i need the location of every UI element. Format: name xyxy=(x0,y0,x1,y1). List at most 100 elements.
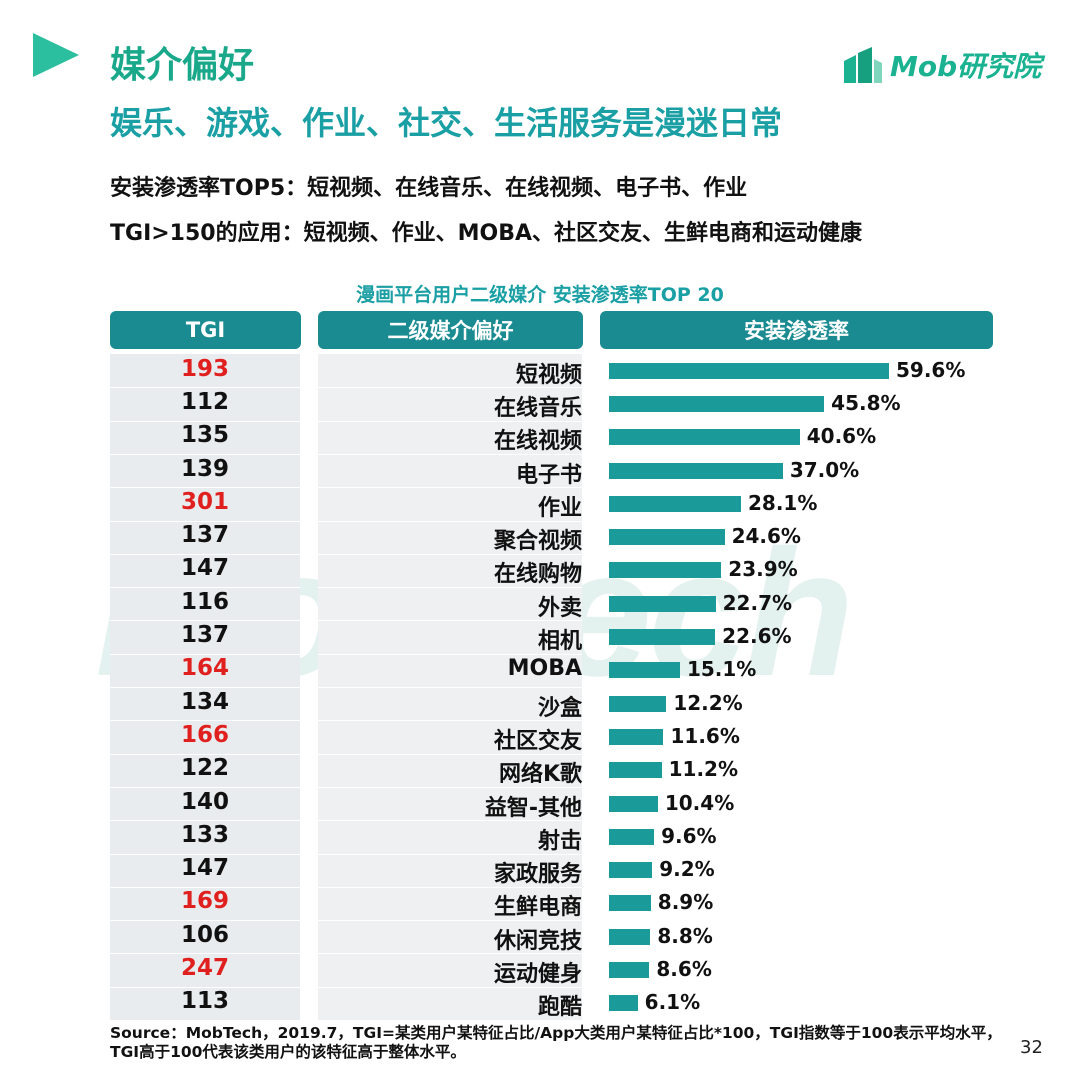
bar xyxy=(609,462,783,479)
category-label: 生鲜电商 xyxy=(493,895,582,921)
category-label: 作业 xyxy=(537,495,582,521)
page-title: 媒介偏好 xyxy=(110,45,255,86)
value-header: 安装渗透率 xyxy=(600,311,993,349)
value-label: 8.6% xyxy=(656,957,712,982)
tgi-value: 113 xyxy=(180,988,229,1015)
value-label: 24.6% xyxy=(731,524,801,549)
bar xyxy=(609,995,638,1012)
value-label: 45.8% xyxy=(831,390,901,415)
row-separator xyxy=(318,853,582,855)
category-label: MOBA xyxy=(507,656,582,682)
row-separator xyxy=(110,886,300,888)
row-separator xyxy=(110,387,300,389)
row-separator xyxy=(318,920,582,922)
row-separator xyxy=(318,553,582,555)
category-label: 沙盒 xyxy=(537,695,582,721)
category-label: 射击 xyxy=(537,828,582,854)
row-separator xyxy=(318,687,582,688)
category-label: 家政服务 xyxy=(493,862,582,888)
tgi-value: 137 xyxy=(180,522,229,549)
value-label: 37.0% xyxy=(789,457,860,482)
row-separator xyxy=(318,487,582,489)
row-separator xyxy=(110,420,300,422)
category-label: 社区交友 xyxy=(493,728,582,754)
bar xyxy=(609,728,664,745)
play-icon xyxy=(33,33,79,77)
row-separator xyxy=(110,587,300,589)
row-separator xyxy=(110,687,300,688)
tgi-value: 139 xyxy=(180,455,229,482)
value-label: 15.1% xyxy=(686,657,757,682)
bar xyxy=(609,362,889,379)
row-separator xyxy=(110,920,300,922)
row-separator xyxy=(110,953,300,955)
row-separator xyxy=(318,753,582,755)
category-label: 外卖 xyxy=(537,595,582,621)
row-separator xyxy=(318,387,582,389)
row-separator xyxy=(318,653,582,655)
row-separator xyxy=(318,720,582,722)
chart-title: 漫画平台用户二级媒介 安装渗透率TOP 20 xyxy=(356,284,724,306)
row-separator xyxy=(318,953,582,955)
bar xyxy=(609,429,800,446)
row-separator xyxy=(110,820,300,822)
value-label: 28.1% xyxy=(748,490,818,515)
value-label: 9.6% xyxy=(661,823,717,848)
tgi-value: 112 xyxy=(180,388,229,415)
row-separator xyxy=(110,653,300,655)
bar xyxy=(609,562,722,579)
logo-text: Mob研究院 xyxy=(890,50,1042,83)
value-label: 12.2% xyxy=(673,690,743,715)
row-separator xyxy=(110,453,300,455)
page-subtitle: 娱乐、游戏、作业、社交、生活服务是漫迷日常 xyxy=(110,104,783,142)
category-label: 运动健身 xyxy=(493,962,582,988)
category-label: 电子书 xyxy=(515,462,582,488)
logo-icon xyxy=(844,47,882,83)
tgi-header: TGI xyxy=(110,311,301,349)
tgi-value: 247 xyxy=(180,955,229,982)
row-separator xyxy=(318,820,582,822)
bar xyxy=(609,595,716,612)
tgi-value: 106 xyxy=(180,921,229,948)
summary-line-tgi: TGI>150的应用：短视频、作业、MOBA、社区交友、生鲜电商和运动健康 xyxy=(110,221,862,246)
category-label: 在线视频 xyxy=(493,429,582,455)
tgi-value: 135 xyxy=(180,422,229,449)
row-separator xyxy=(110,720,300,722)
row-separator xyxy=(318,986,582,988)
value-label: 22.7% xyxy=(722,590,793,615)
row-separator xyxy=(110,620,300,622)
row-separator xyxy=(318,587,582,589)
category-column-bg xyxy=(318,354,582,1020)
value-label: 8.9% xyxy=(657,890,714,915)
value-label: 40.6% xyxy=(806,424,877,449)
category-label: 在线音乐 xyxy=(493,395,582,421)
bar xyxy=(609,529,725,546)
category-header: 二级媒介偏好 xyxy=(318,311,583,349)
bar xyxy=(609,828,655,845)
tgi-value: 166 xyxy=(180,721,229,748)
value-label: 8.8% xyxy=(657,923,713,948)
tgi-value: 301 xyxy=(180,488,229,515)
tgi-value: 164 xyxy=(180,655,229,682)
value-label: 23.9% xyxy=(728,557,798,582)
row-separator xyxy=(318,886,582,888)
bar xyxy=(609,862,653,879)
bar xyxy=(609,662,680,679)
tgi-value: 169 xyxy=(180,888,229,915)
tgi-value: 147 xyxy=(180,855,229,882)
tgi-value: 137 xyxy=(180,622,229,649)
category-label: 聚合视频 xyxy=(493,529,582,555)
row-separator xyxy=(318,453,582,455)
bar xyxy=(609,629,716,646)
summary-line-top5: 安装渗透率TOP5：短视频、在线音乐、在线视频、电子书、作业 xyxy=(110,176,748,201)
category-label: 网络K歌 xyxy=(498,762,582,788)
value-label: 10.4% xyxy=(664,790,735,815)
bar xyxy=(609,795,658,812)
category-label: 短视频 xyxy=(515,362,582,388)
tgi-value: 122 xyxy=(180,755,229,782)
row-separator xyxy=(318,786,582,788)
value-label: 11.2% xyxy=(668,757,738,782)
row-separator xyxy=(110,753,300,755)
tgi-value: 147 xyxy=(180,555,229,582)
tgi-value: 140 xyxy=(180,788,229,815)
